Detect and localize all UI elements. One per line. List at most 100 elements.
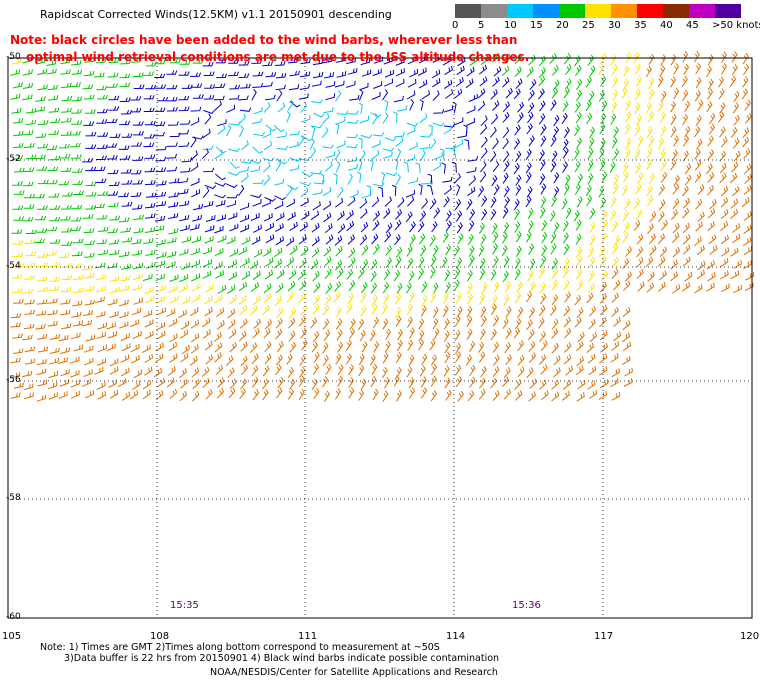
wind-barb bbox=[563, 53, 571, 65]
wind-barb bbox=[709, 245, 718, 255]
wind-barb bbox=[528, 391, 536, 402]
wind-barb bbox=[480, 233, 487, 246]
wind-barb bbox=[336, 268, 344, 279]
wind-barb bbox=[178, 106, 190, 112]
wind-barb bbox=[133, 262, 144, 270]
wind-barb bbox=[168, 285, 178, 293]
wind-barb bbox=[489, 126, 497, 138]
wind-barb bbox=[288, 269, 297, 280]
wind-barb bbox=[301, 171, 313, 178]
wind-barb bbox=[214, 83, 226, 89]
wind-barb bbox=[204, 284, 214, 293]
wind-barb bbox=[131, 307, 142, 316]
wind-barb bbox=[58, 391, 68, 399]
wind-barb bbox=[288, 307, 297, 319]
wind-barb bbox=[503, 366, 511, 378]
wind-barb bbox=[527, 102, 535, 114]
wind-barb bbox=[251, 353, 259, 365]
wind-barb bbox=[334, 80, 345, 88]
wind-barb bbox=[34, 106, 46, 112]
wind-barb bbox=[528, 329, 535, 341]
wind-barb bbox=[503, 160, 510, 172]
wind-barb bbox=[60, 131, 72, 136]
wind-barb bbox=[563, 327, 572, 339]
lon-label-111: 111 bbox=[298, 631, 318, 642]
wind-barb bbox=[286, 111, 291, 123]
wind-barb bbox=[573, 124, 581, 137]
wind-barb bbox=[575, 112, 582, 124]
wind-barb bbox=[477, 88, 486, 99]
footer-note-line-1: Note: 1) Times are GMT 2)Times along bot… bbox=[40, 642, 440, 653]
wind-barb bbox=[415, 162, 421, 174]
scale-swatch bbox=[533, 4, 559, 18]
wind-barb bbox=[573, 148, 580, 160]
wind-barb bbox=[360, 291, 367, 303]
wind-barb bbox=[61, 227, 73, 233]
wind-barb bbox=[335, 161, 341, 173]
wind-barb bbox=[239, 388, 246, 400]
wind-barb bbox=[527, 207, 534, 219]
wind-barb bbox=[289, 341, 297, 353]
wind-barb bbox=[275, 236, 285, 246]
wind-barb bbox=[490, 329, 497, 341]
wind-barb bbox=[730, 198, 739, 209]
wind-barb bbox=[622, 320, 631, 331]
wind-barb bbox=[48, 392, 58, 400]
wind-barb bbox=[273, 124, 285, 133]
wind-barb bbox=[706, 259, 715, 270]
wind-barb bbox=[85, 144, 97, 149]
wind-barb bbox=[249, 159, 262, 165]
wind-barb bbox=[611, 243, 619, 255]
wind-barb bbox=[323, 329, 331, 341]
wind-barb bbox=[11, 181, 23, 186]
wind-barb bbox=[202, 270, 212, 279]
wind-barb bbox=[325, 283, 333, 295]
wind-barb bbox=[121, 201, 133, 207]
wind-barb bbox=[588, 318, 596, 330]
wind-barb bbox=[106, 118, 118, 124]
wind-barb bbox=[252, 179, 264, 184]
wind-barb bbox=[333, 291, 341, 303]
wind-barb bbox=[637, 281, 645, 292]
wind-barb bbox=[47, 309, 58, 316]
wind-barb bbox=[588, 256, 596, 268]
wind-barb bbox=[348, 387, 355, 399]
wind-barb bbox=[275, 283, 284, 294]
wind-barb bbox=[145, 61, 157, 67]
wind-barb bbox=[467, 390, 475, 402]
wind-barb bbox=[657, 211, 665, 223]
wind-barb bbox=[719, 162, 727, 174]
wind-barb bbox=[383, 151, 393, 159]
wind-barb bbox=[441, 162, 446, 174]
wind-barb bbox=[145, 192, 157, 198]
wind-barb bbox=[513, 88, 521, 100]
wind-barb bbox=[70, 379, 80, 388]
wind-barb bbox=[288, 330, 296, 342]
wind-barb bbox=[253, 318, 261, 329]
wind-barb bbox=[73, 344, 84, 352]
wind-barb bbox=[359, 115, 369, 124]
wind-barb bbox=[337, 375, 344, 387]
wind-barb bbox=[707, 54, 714, 66]
wind-barb bbox=[249, 342, 258, 353]
wind-barb bbox=[391, 184, 397, 196]
wind-barb bbox=[191, 283, 201, 292]
wind-barb bbox=[239, 305, 248, 315]
wind-barb bbox=[252, 82, 264, 88]
wind-barb bbox=[479, 377, 486, 389]
wind-barb bbox=[181, 344, 190, 355]
wind-barb bbox=[204, 225, 215, 233]
wind-barb bbox=[478, 64, 487, 75]
wind-barb bbox=[601, 100, 608, 112]
wind-barb bbox=[107, 169, 119, 175]
wind-barb bbox=[467, 186, 476, 197]
wind-barb bbox=[576, 196, 583, 208]
wind-barb bbox=[226, 124, 232, 137]
wind-barb bbox=[561, 390, 570, 401]
wind-barb bbox=[743, 211, 752, 221]
wind-barb bbox=[373, 182, 385, 187]
wind-barb bbox=[610, 353, 619, 363]
wind-barb bbox=[70, 390, 80, 399]
wind-barb bbox=[553, 221, 560, 234]
wind-barb bbox=[94, 166, 106, 171]
